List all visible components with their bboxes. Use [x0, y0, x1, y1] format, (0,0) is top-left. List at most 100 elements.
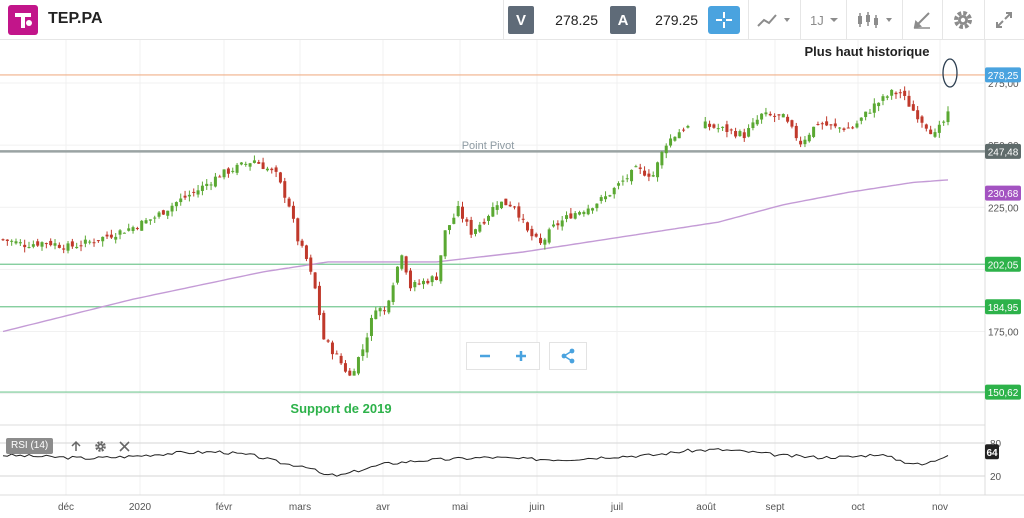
candle-body	[508, 204, 512, 207]
candle-body	[504, 198, 508, 206]
candle-body	[75, 246, 79, 249]
rsi-close-button[interactable]	[116, 437, 132, 455]
candle-body	[183, 195, 187, 198]
rsi-settings-button[interactable]	[92, 437, 108, 455]
separator	[846, 0, 847, 40]
candle-body	[447, 225, 451, 231]
candle-body	[287, 198, 291, 207]
candle-body	[907, 95, 911, 107]
chart-grid	[0, 40, 985, 495]
zoom-controls	[466, 342, 540, 370]
settings-gear-icon	[954, 11, 972, 29]
chart-type-icon	[757, 14, 790, 27]
candle-body	[135, 228, 139, 230]
candle-body	[894, 92, 898, 95]
candle-body	[677, 132, 681, 139]
separator	[503, 0, 504, 40]
badge-support-1	[985, 256, 1021, 272]
candle-body	[44, 243, 48, 245]
rsi-line	[2, 448, 949, 477]
candle-body	[53, 243, 57, 246]
candle-body	[36, 241, 40, 246]
badge-label-support-2019: 150,62	[988, 388, 1019, 399]
badge-label-pivot: 247,48	[988, 147, 1019, 158]
candle-body	[5, 239, 9, 242]
candle-body	[83, 239, 87, 244]
x-tick-label: août	[696, 502, 716, 513]
zoom-out-button[interactable]	[467, 343, 503, 369]
sell-button[interactable]: V	[508, 6, 534, 34]
candle-body	[274, 167, 278, 172]
candle-body	[608, 195, 612, 197]
gear-icon	[94, 440, 106, 452]
drawing-tool-button[interactable]	[912, 8, 932, 32]
candle-body	[643, 170, 647, 176]
rsi-label[interactable]: RSI (14)	[6, 438, 54, 454]
candle-body	[768, 113, 772, 116]
candle-body	[751, 122, 755, 129]
candle-body	[218, 176, 222, 178]
separator	[984, 0, 985, 40]
candle-body	[330, 342, 334, 355]
badge-support-2019	[985, 384, 1021, 400]
candle-body	[846, 127, 850, 129]
candle-body	[296, 218, 300, 242]
candle-body	[14, 241, 18, 244]
candle-body	[604, 196, 608, 200]
candle-body	[560, 220, 564, 227]
candle-body	[582, 211, 586, 215]
candle-body	[49, 240, 53, 246]
candle-body	[495, 205, 499, 210]
period-selector[interactable]: 1J	[810, 8, 840, 32]
fullscreen-button[interactable]	[994, 8, 1014, 32]
candle-body	[317, 285, 321, 316]
candle-body	[291, 205, 295, 219]
candle-body	[205, 183, 209, 186]
crosshair-button[interactable]	[708, 6, 740, 34]
candle-body	[716, 128, 720, 130]
candle-body	[877, 102, 881, 107]
candle-body	[651, 175, 655, 177]
rsi-level-label: 20	[990, 472, 1002, 483]
candle-body	[656, 162, 660, 178]
moving-average-line	[2, 179, 949, 333]
candle-body	[404, 256, 408, 273]
x-tick-label: juin	[528, 502, 545, 513]
candle-body	[816, 124, 820, 126]
candle-body	[946, 111, 950, 123]
candle-body	[474, 229, 477, 234]
chart-type-button[interactable]	[756, 8, 792, 32]
buy-button[interactable]: A	[610, 6, 636, 34]
candle-body	[270, 168, 274, 171]
candle-body	[569, 213, 573, 219]
candle-body	[469, 219, 473, 235]
candle-body	[799, 140, 803, 145]
candle-body	[712, 124, 716, 128]
candle-body	[881, 96, 885, 101]
candle-body	[781, 114, 785, 118]
candle-style-button[interactable]	[856, 8, 896, 32]
share-button[interactable]	[550, 343, 586, 369]
x-tick-label: mars	[289, 502, 311, 513]
candle-body	[66, 243, 70, 251]
candle-body	[482, 221, 486, 224]
rsi-move-up-button[interactable]	[68, 437, 84, 455]
badge-label-support-1: 202,05	[988, 260, 1019, 271]
candle-body	[101, 236, 105, 242]
close-icon	[118, 440, 130, 452]
zoom-in-button[interactable]	[503, 343, 539, 369]
price-chart[interactable]: Plus haut historique Point Pivot Support…	[0, 40, 1024, 518]
candle-body	[222, 169, 226, 178]
candle-body	[10, 240, 14, 242]
candle-body	[118, 230, 122, 235]
candle-body	[179, 198, 183, 203]
candle-body	[703, 121, 707, 129]
minus-icon	[480, 354, 490, 358]
candle-body	[764, 112, 768, 115]
candle-body	[803, 139, 807, 145]
price-level-badges: 278,25 247,48 230,68 202,05 184,95 150,62	[985, 67, 1021, 400]
candle-body	[595, 203, 599, 209]
candle-body	[18, 242, 22, 244]
settings-button[interactable]	[952, 8, 974, 32]
candle-body	[725, 124, 729, 132]
